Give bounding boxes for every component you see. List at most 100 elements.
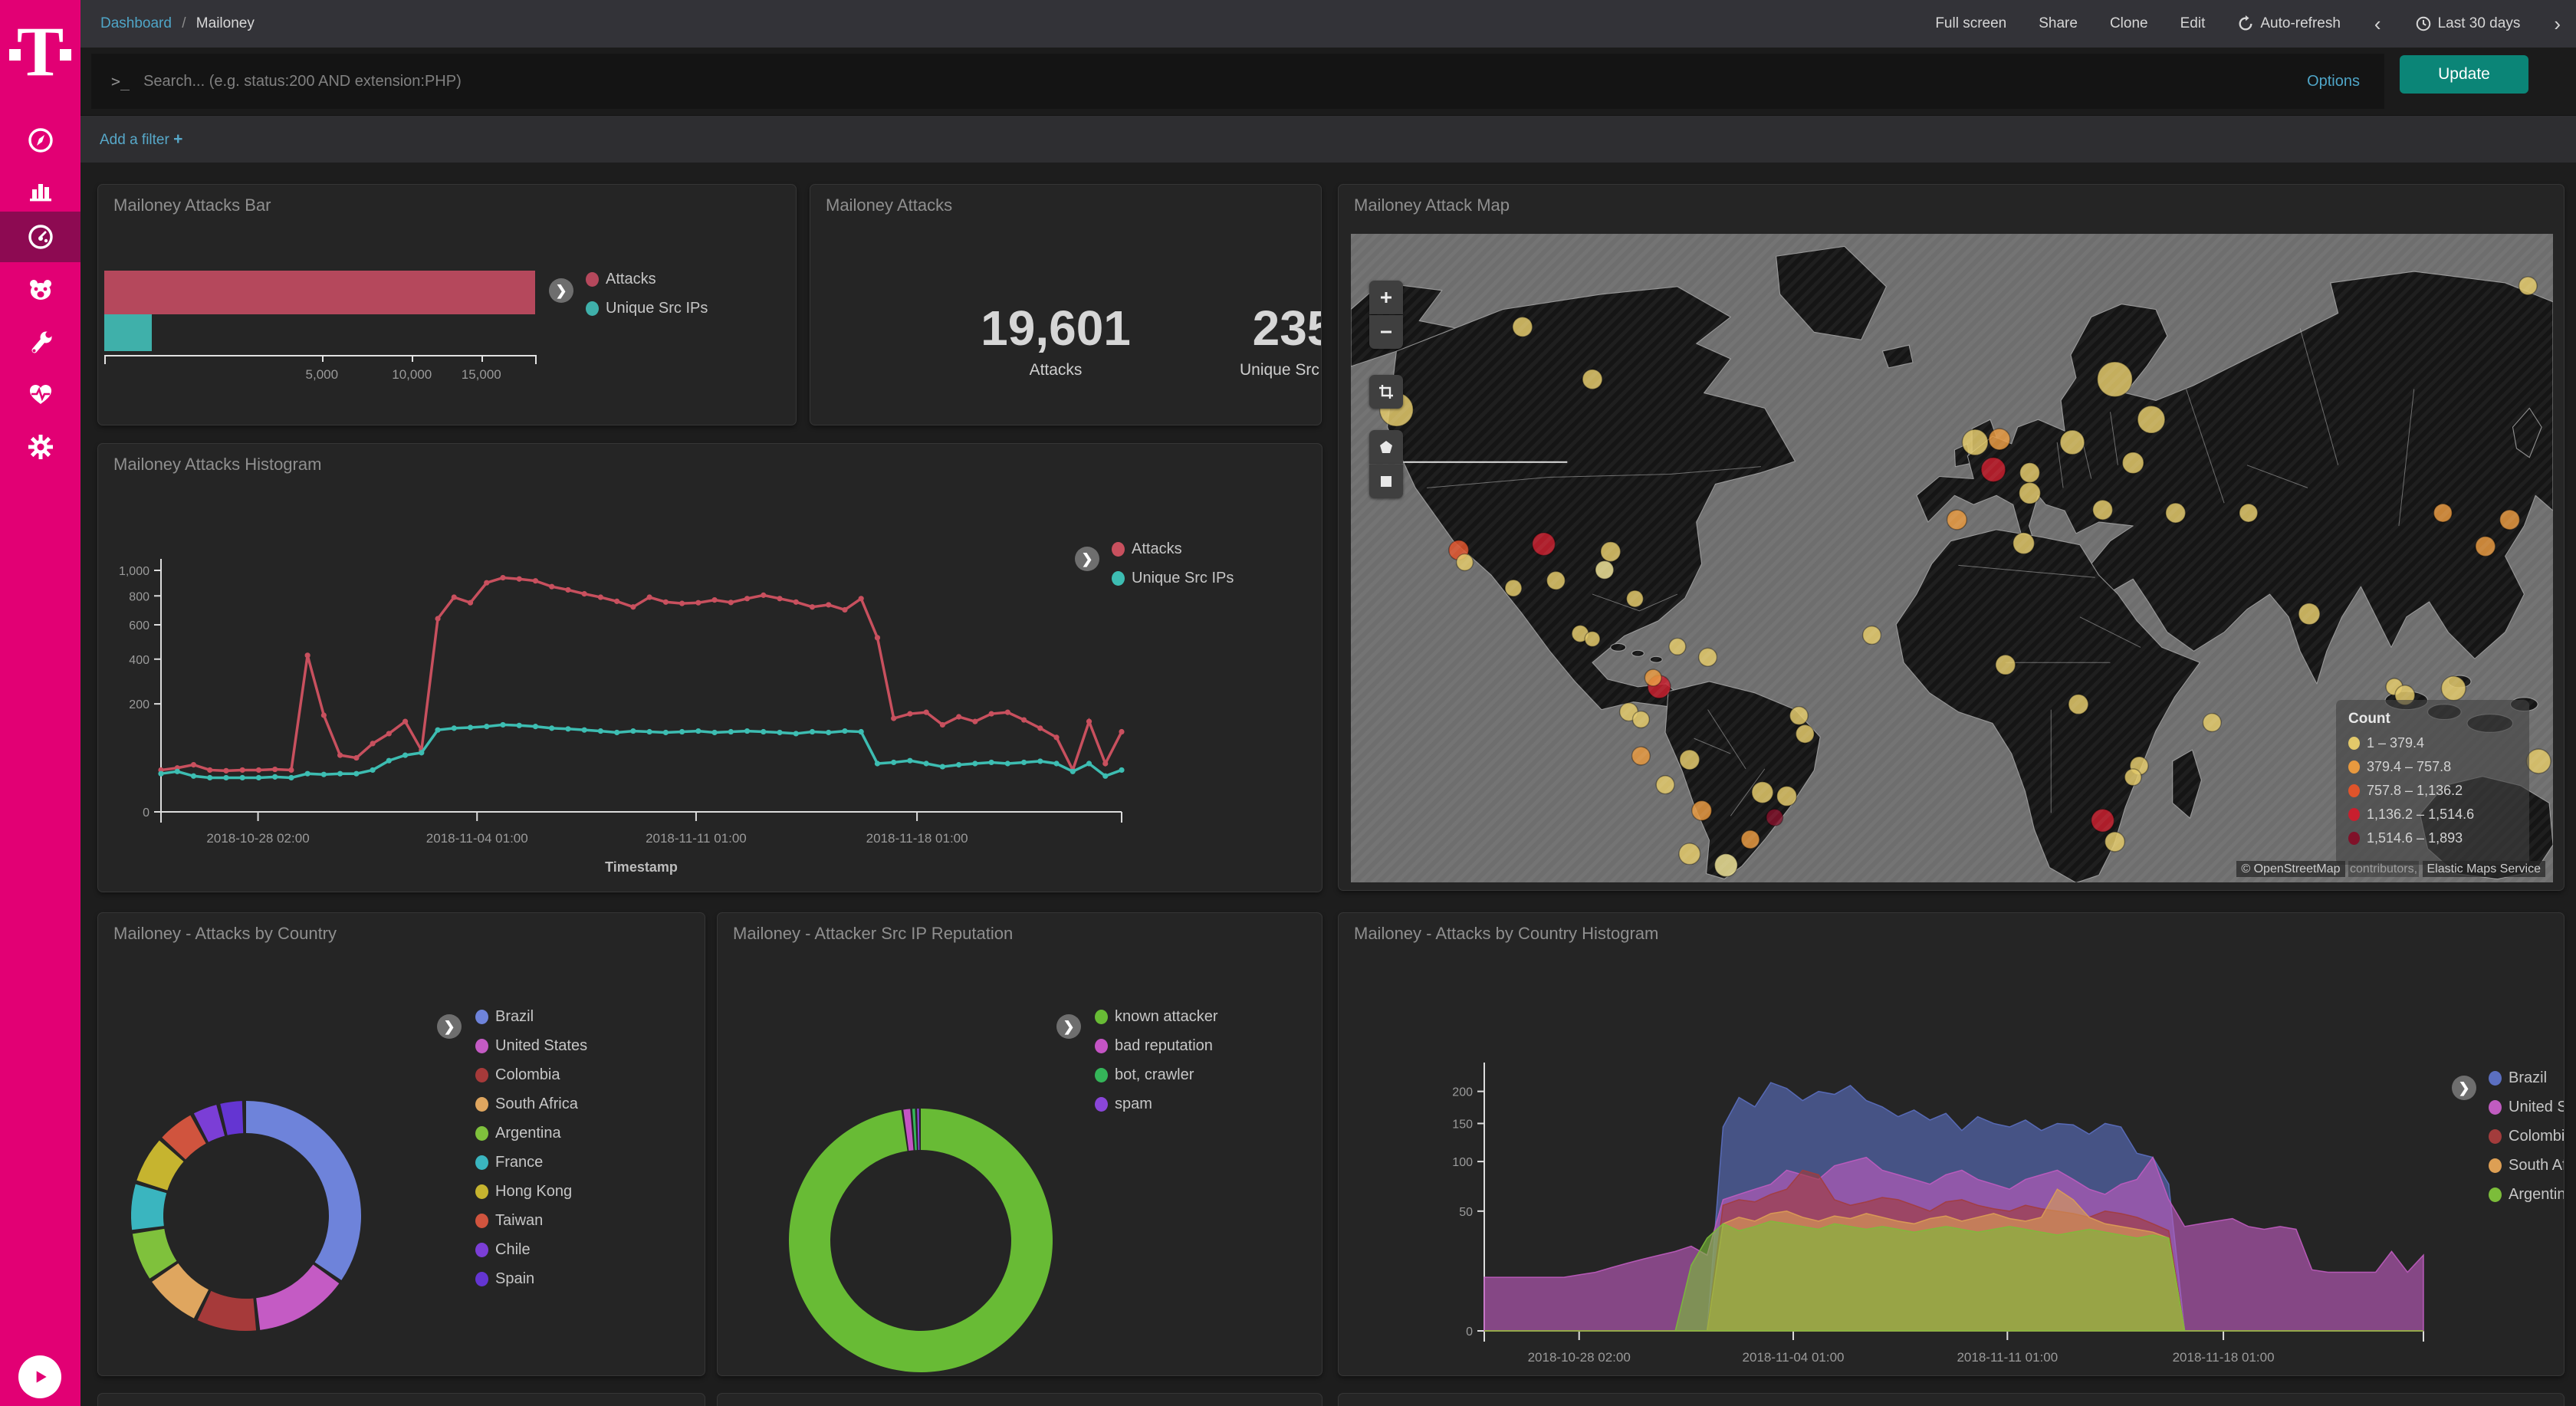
legend-item[interactable]: 1,514.6 – 1,893 (2348, 830, 2517, 846)
legend-toggle-icon[interactable]: ❯ (1075, 547, 1099, 571)
legend-item[interactable]: Taiwan (475, 1212, 587, 1230)
donut-slice-united-states (256, 1264, 340, 1330)
osm-attribution[interactable]: © OpenStreetMap (2236, 861, 2345, 877)
legend-item[interactable]: spam (1095, 1096, 1218, 1113)
sidebar-item-monitoring[interactable] (0, 370, 80, 420)
metric-value: 235 (1252, 301, 1321, 356)
auto-refresh-button[interactable]: Auto-refresh (2237, 15, 2341, 32)
sidebar-item-discover[interactable] (0, 115, 80, 166)
legend-item[interactable]: United States (475, 1037, 587, 1055)
legend-item[interactable]: Argentina (475, 1125, 587, 1142)
legend: Attacks Unique Src IPs (586, 271, 708, 329)
legend-item[interactable]: Colombia (2489, 1128, 2564, 1145)
legend-item[interactable]: Colombia (475, 1066, 587, 1084)
legend-item[interactable]: bad reputation (1095, 1037, 1218, 1055)
legend-label: 757.8 – 1,136.2 (2367, 783, 2463, 798)
world-map[interactable]: Count 1 – 379.4 379.4 – 757.8 757.8 – 1,13… (1351, 234, 2553, 882)
elastic-maps-attribution[interactable]: Elastic Maps Service (2422, 861, 2545, 877)
svg-text:150: 150 (1452, 1118, 1473, 1131)
map-draw-rectangle-button[interactable] (1369, 465, 1403, 498)
legend-item[interactable]: Argentina (2489, 1186, 2564, 1204)
donut-slice-brazil (246, 1101, 361, 1280)
legend-item[interactable]: South Africa (475, 1096, 587, 1113)
country-histogram-chart[interactable]: 0 50 100 150 200 2018-10-28 02:00 2018-11-04 0… (1354, 967, 2450, 1376)
sidebar-item-management[interactable] (0, 422, 80, 472)
sidebar-item-timelion[interactable] (0, 265, 80, 316)
reputation-donut-chart[interactable] (787, 1106, 1055, 1375)
legend-toggle-icon[interactable]: ❯ (2452, 1076, 2476, 1100)
update-button[interactable]: Update (2400, 55, 2528, 94)
time-next-button[interactable]: › (2554, 12, 2561, 35)
bar-unique-src-ips[interactable] (104, 314, 152, 351)
breadcrumb-dashboard-link[interactable]: Dashboard (100, 15, 172, 31)
legend-toggle-icon[interactable]: ❯ (549, 278, 573, 303)
legend-item[interactable]: Unique Src IPs (1112, 570, 1234, 587)
map-fit-bounds-button[interactable] (1369, 375, 1403, 409)
sidebar-item-devtools[interactable] (0, 317, 80, 368)
legend-item[interactable]: Spain (475, 1270, 587, 1288)
edit-button[interactable]: Edit (2180, 15, 2206, 31)
legend-item[interactable]: Unique Src IPs (586, 300, 708, 317)
donut-slice-argentina (132, 1228, 177, 1279)
map-zoom-out-button[interactable] (1369, 315, 1403, 349)
legend-item[interactable]: Attacks (586, 271, 708, 288)
legend-item[interactable]: Brazil (2489, 1069, 2564, 1087)
legend-item[interactable]: bot, crawler (1095, 1066, 1218, 1084)
panel-title: Mailoney Attack Map (1354, 195, 1510, 215)
legend-toggle-icon[interactable]: ❯ (437, 1014, 462, 1039)
legend-dot (475, 1039, 488, 1053)
share-button[interactable]: Share (2039, 15, 2078, 31)
legend: known attacker bad reputation bot, crawler… (1095, 1008, 1218, 1125)
legend-item[interactable]: 757.8 – 1,136.2 (2348, 783, 2517, 799)
svg-text:600: 600 (129, 619, 150, 632)
filter-bar: Add a filter + (80, 115, 2576, 163)
legend-item[interactable]: South Africa (2489, 1157, 2564, 1174)
clone-button[interactable]: Clone (2109, 15, 2148, 31)
time-prev-button[interactable]: ‹ (2374, 12, 2381, 35)
legend-item[interactable]: Brazil (475, 1008, 587, 1026)
map-legend-items: 1 – 379.4 379.4 – 757.8 757.8 – 1,136.2 1,1… (2348, 735, 2517, 846)
legend-item[interactable]: 1 – 379.4 (2348, 735, 2517, 751)
bar-attacks[interactable] (104, 271, 535, 314)
add-filter-button[interactable]: Add a filter + (100, 130, 183, 148)
legend-label: South Africa (2509, 1157, 2564, 1174)
country-donut-chart[interactable] (116, 1086, 376, 1346)
legend: Brazil United States Colombia South Africa A… (475, 1008, 587, 1299)
donut-slice-known-attacker (789, 1109, 1053, 1372)
svg-text:0: 0 (1466, 1326, 1473, 1339)
legend-item[interactable]: Chile (475, 1241, 587, 1259)
legend-dot (2348, 737, 2360, 750)
legend-dot (2348, 760, 2360, 774)
legend-item[interactable]: known attacker (1095, 1008, 1218, 1026)
legend-label: known attacker (1115, 1008, 1218, 1025)
panel-attacks-by-country: Mailoney - Attacks by Country ❯ Brazil Un… (97, 912, 705, 1376)
panel-attacks-metric: Mailoney Attacks 19,601 Attacks 235 Uniq… (810, 184, 1322, 425)
legend-label: bot, crawler (1115, 1066, 1194, 1083)
legend-item[interactable]: France (475, 1154, 587, 1171)
map-draw-polygon-button[interactable] (1369, 430, 1403, 464)
legend-label: Brazil (495, 1008, 534, 1025)
legend-dot (475, 1155, 488, 1170)
svg-text:2018-11-11 01:00: 2018-11-11 01:00 (646, 831, 747, 846)
options-link[interactable]: Options (2307, 72, 2360, 90)
country-borders (1427, 328, 2415, 816)
time-range-picker[interactable]: Last 30 days (2415, 15, 2520, 32)
legend-item[interactable]: 379.4 – 757.8 (2348, 759, 2517, 775)
legend-label: 1,136.2 – 1,514.6 (2367, 806, 2475, 822)
sidebar-item-dashboard[interactable] (0, 212, 80, 262)
panel-partial-2 (717, 1393, 1322, 1406)
legend-dot (475, 1243, 488, 1257)
sidebar-collapse-button[interactable] (18, 1355, 61, 1398)
legend-item[interactable]: 1,136.2 – 1,514.6 (2348, 806, 2517, 823)
legend-toggle-icon[interactable]: ❯ (1056, 1014, 1081, 1039)
telekom-logo[interactable]: T (0, 0, 80, 115)
map-zoom-in-button[interactable] (1369, 281, 1403, 314)
attacks-histogram-chart[interactable]: 0 200 400 600 800 1,000 2018-10-28 02:00 2018-1… (113, 513, 1202, 877)
full-screen-button[interactable]: Full screen (1935, 15, 2007, 31)
legend-item[interactable]: Hong Kong (475, 1183, 587, 1201)
legend-item[interactable]: United States (2489, 1099, 2564, 1116)
legend-item[interactable]: Attacks (1112, 540, 1234, 558)
search-input[interactable] (143, 72, 2384, 90)
sidebar-item-visualize[interactable] (0, 166, 80, 216)
